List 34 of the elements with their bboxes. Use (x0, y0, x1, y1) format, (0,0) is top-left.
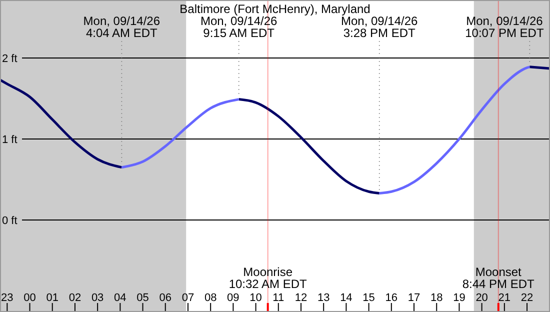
x-tick-label: 08 (204, 292, 217, 304)
ref-line-label: Moonset 8:44 PM EDT (462, 265, 536, 291)
x-tick-label: 01 (46, 292, 58, 304)
y-tick-label: 1 ft (2, 134, 18, 146)
x-tick-label: 21 (498, 292, 511, 304)
annotation: Mon, 09/14/26 4:04 AM EDT (83, 14, 160, 40)
chart-title: Baltimore (Fort McHenry), Maryland (180, 2, 370, 16)
x-tick-label: 14 (340, 292, 352, 304)
x-tick-label: 04 (114, 292, 126, 304)
annotation: Mon, 09/14/26 9:15 AM EDT (200, 14, 278, 40)
x-tick-label: 10 (250, 292, 262, 304)
x-tick-label: 13 (317, 292, 330, 304)
x-tick-label: 23 (1, 292, 14, 304)
y-tick-label: 0 ft (2, 214, 18, 227)
x-tick-label: 00 (24, 292, 36, 304)
x-tick-label: 17 (408, 292, 420, 304)
x-tick-label: 20 (476, 292, 488, 304)
annotation: Mon, 09/14/26 10:07 PM EDT (465, 14, 544, 40)
x-tick-label: 22 (520, 292, 534, 304)
x-tick-label: 06 (159, 292, 172, 304)
x-tick-label: 03 (91, 292, 104, 304)
x-tick-label: 02 (68, 292, 82, 304)
annotation: Mon, 09/14/26 3:28 PM EDT (340, 14, 418, 40)
x-tick-label: 11 (272, 292, 284, 304)
x-tick-label: 09 (227, 292, 240, 304)
x-tick-label: 05 (136, 292, 149, 304)
y-tick-label: 2 ft (2, 52, 18, 65)
x-tick-label: 07 (182, 292, 194, 304)
x-tick-label: 19 (453, 292, 466, 304)
x-tick-label: 16 (385, 292, 398, 304)
ref-line-label: Moonrise 10:32 AM EDT (228, 265, 308, 291)
x-tick-label: 18 (430, 292, 443, 304)
x-tick-label: 15 (362, 292, 375, 304)
x-tick-label: 12 (294, 292, 308, 304)
